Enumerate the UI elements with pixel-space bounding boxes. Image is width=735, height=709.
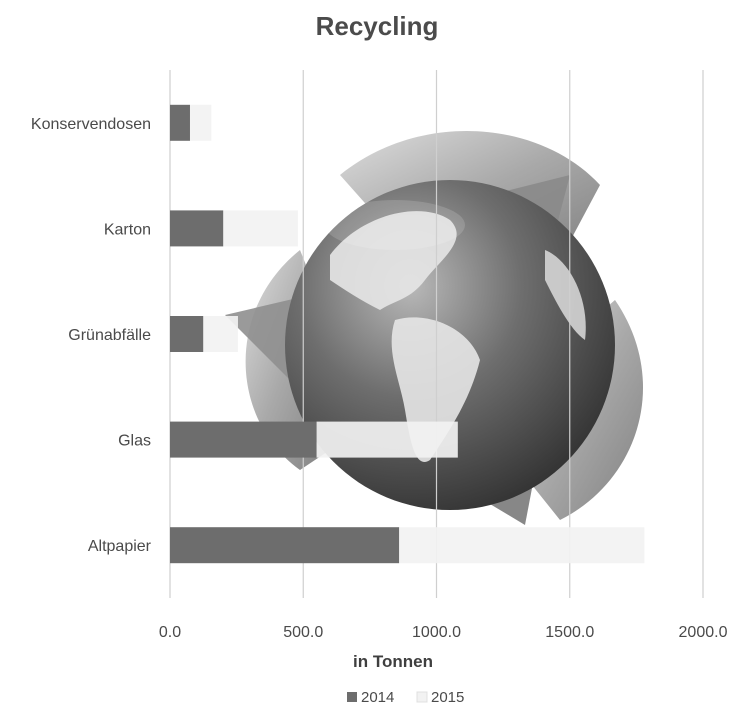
bar-2014 [170, 104, 190, 141]
bar-2015 [316, 421, 458, 458]
recycling-globe-icon [225, 130, 644, 525]
bar-2015 [399, 527, 645, 564]
bar-2015 [223, 210, 298, 247]
x-tick-label: 0.0 [159, 624, 181, 641]
x-tick-label: 1500.0 [545, 624, 594, 641]
category-label: Altpapier [88, 538, 152, 555]
labels: Recycling 0.0 500.0 1000.0 1500.0 2000.0 Konse… [31, 11, 728, 706]
bar-2014 [170, 421, 317, 458]
category-label: Glas [118, 433, 151, 450]
legend-swatch [416, 691, 428, 703]
category-label: Karton [104, 221, 151, 238]
bar-2014 [170, 527, 400, 564]
chart-title: Recycling [316, 11, 439, 41]
bar-2015 [203, 316, 238, 352]
bar-2014 [170, 210, 224, 247]
bar-2015 [189, 104, 212, 141]
legend-label: 2015 [431, 689, 464, 706]
category-label: Konservendosen [31, 116, 151, 133]
legend-label: 2014 [361, 689, 394, 706]
x-tick-label: 1000.0 [412, 624, 461, 641]
category-label: Grünabfälle [68, 327, 151, 344]
legend-swatch [347, 692, 357, 702]
x-tick-label: 2000.0 [679, 624, 728, 641]
bars [170, 104, 645, 564]
bar-2014 [170, 316, 204, 352]
x-tick-label: 500.0 [283, 624, 323, 641]
x-axis-title: in Tonnen [353, 652, 433, 671]
